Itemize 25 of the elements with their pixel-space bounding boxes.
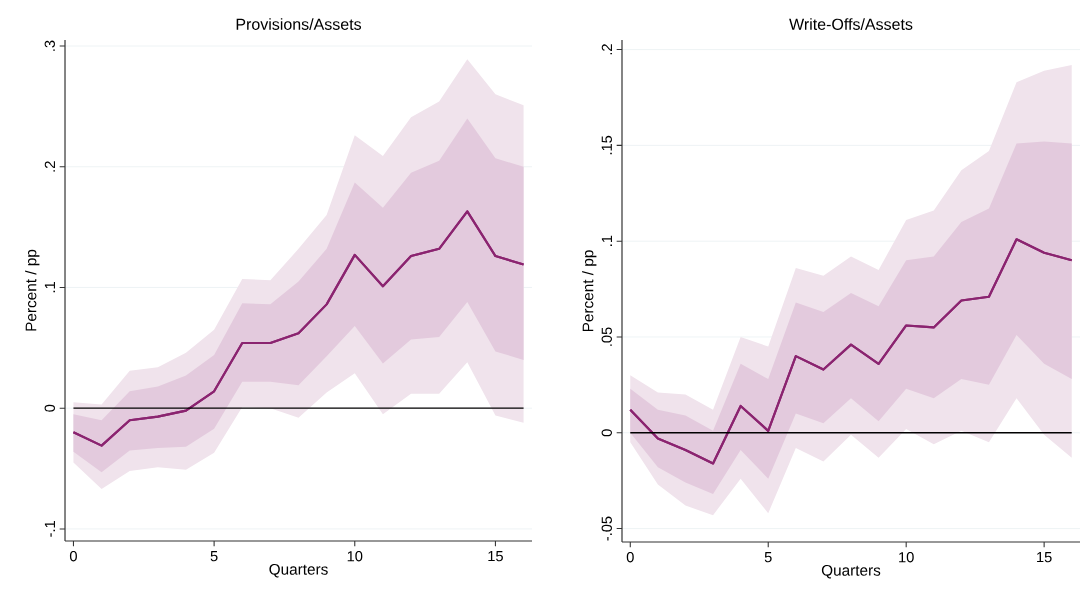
y-tick-label: .2 xyxy=(44,161,55,172)
x-tick-label: 10 xyxy=(899,552,914,563)
y-tick-label: .05 xyxy=(601,327,612,346)
chart-title: Provisions/Assets xyxy=(236,18,362,30)
x-axis-title: Quarters xyxy=(269,563,328,578)
y-tick-label: .15 xyxy=(601,135,612,155)
x-tick-label: 0 xyxy=(626,552,634,563)
y-tick-label: -.05 xyxy=(601,516,612,541)
y-tick-label: .3 xyxy=(44,40,55,51)
y-tick-label: 0 xyxy=(44,404,55,412)
x-tick-label: 0 xyxy=(69,551,77,562)
y-axis-title: Percent / pp xyxy=(25,249,40,331)
x-axis-title: Quarters xyxy=(821,564,881,579)
chart-title: Write-Offs/Assets xyxy=(789,18,913,30)
y-tick-label: 0 xyxy=(601,429,612,437)
y-tick-label: .2 xyxy=(601,44,612,55)
y-axis-title: Percent / pp xyxy=(582,250,597,332)
y-tick-label: .1 xyxy=(601,235,612,246)
x-tick-label: 5 xyxy=(764,552,772,563)
x-tick-label: 10 xyxy=(347,551,363,562)
x-tick-label: 15 xyxy=(488,551,503,562)
y-tick-label: -.1 xyxy=(44,521,55,537)
y-tick-label: .1 xyxy=(44,282,55,293)
x-tick-label: 15 xyxy=(1037,552,1052,563)
x-tick-label: 5 xyxy=(210,551,218,562)
